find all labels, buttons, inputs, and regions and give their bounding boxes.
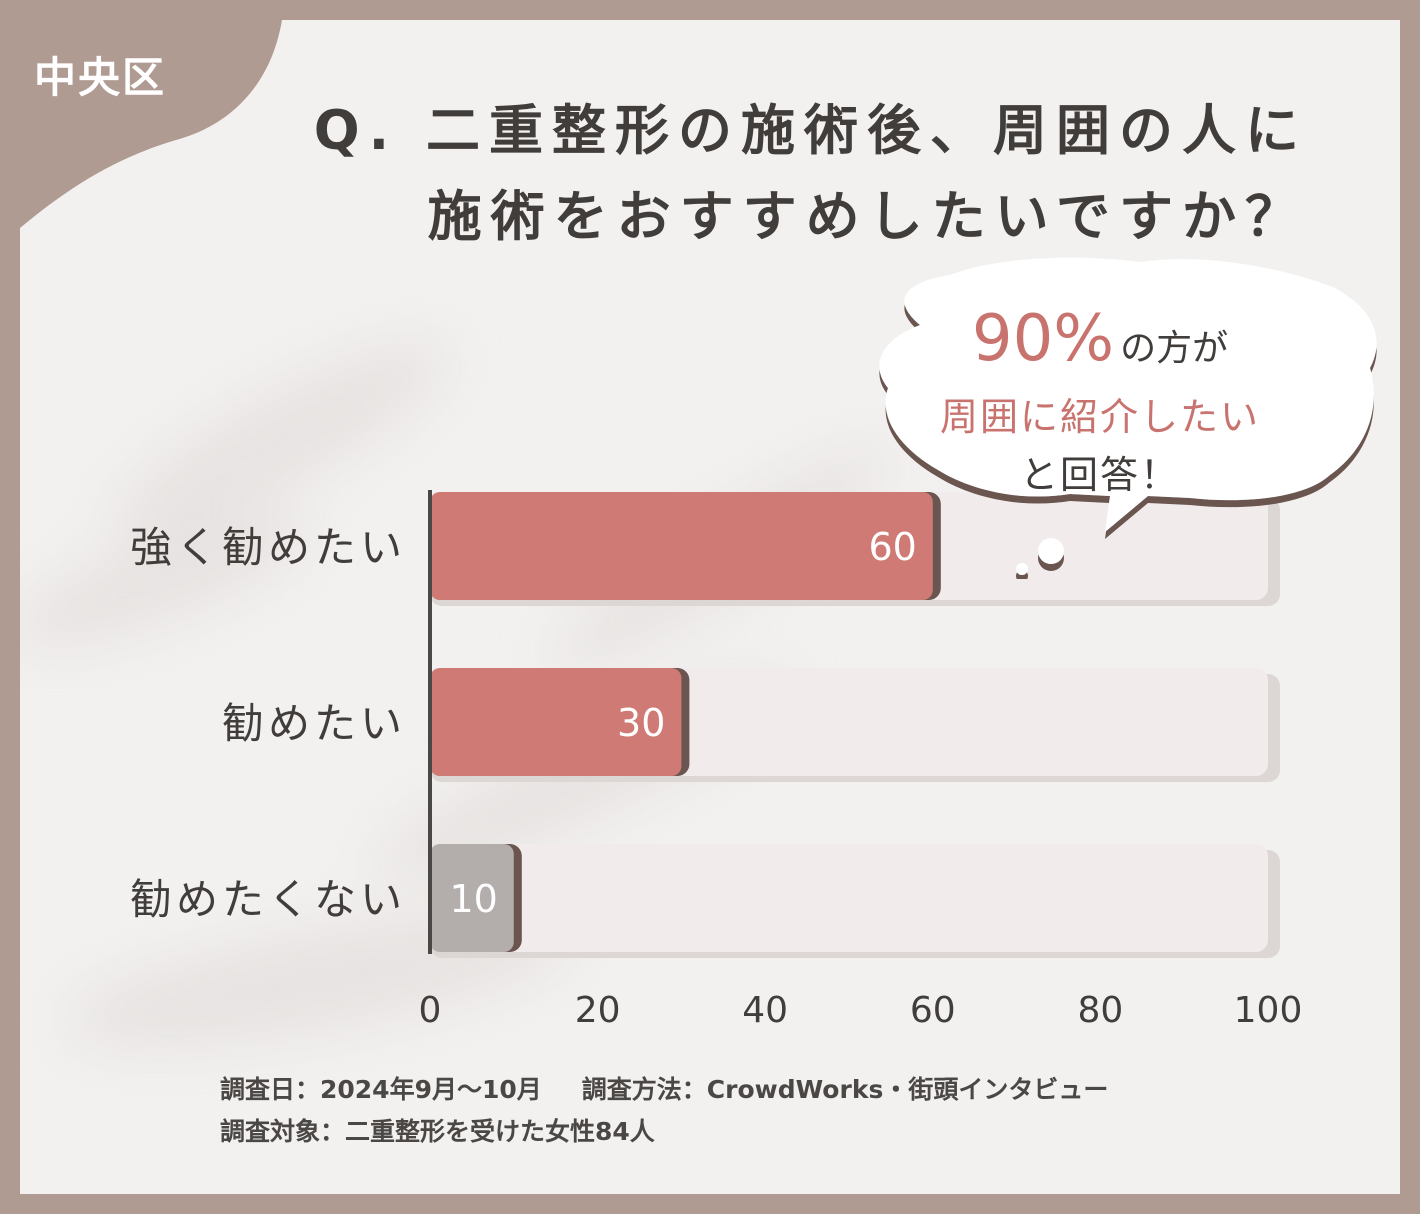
callout-line-3: と回答！ (1019, 453, 1180, 497)
bar-value-label: 10 (449, 877, 497, 921)
bar (430, 492, 933, 600)
bar-track (430, 844, 1268, 952)
question-title-line-1: Q. 二重整形の施術後、周囲の人に (313, 99, 1308, 162)
x-tick-label: 40 (742, 990, 788, 1031)
x-tick-label: 80 (1077, 990, 1123, 1031)
corner-decoration (20, 20, 282, 228)
question-title-line-2: 施術をおすすめしたいですか？ (427, 185, 1308, 248)
callout-percent: 90% (971, 302, 1115, 376)
callout-line-1: 90% の方が (900, 302, 1300, 376)
footnote-line-1: 調査日：2024年9月～10月 調査方法：CrowdWorks・街頭インタビュー (220, 1070, 1108, 1106)
bar (430, 668, 682, 776)
bar-value-label: 30 (617, 701, 665, 745)
callout-bubble (879, 257, 1377, 575)
callout-suffix: の方が (1120, 328, 1229, 369)
x-tick-label: 0 (419, 990, 442, 1031)
survey-method: 調査方法：CrowdWorks・街頭インタビュー (581, 1075, 1109, 1104)
bar-chart: 60 強く勧めたい 30 勧めたい 10 勧めたくない 0 20 40 60 80 100 (130, 257, 1377, 1031)
region-label: 中央区 (34, 53, 167, 102)
footnote-line-2: 調査対象：二重整形を受けた女性84人 (220, 1117, 655, 1146)
survey-date: 調査日：2024年9月～10月 (220, 1075, 542, 1104)
category-label: 勧めたい (222, 699, 406, 748)
category-label: 強く勧めたい (130, 523, 406, 572)
category-label: 勧めたくない (130, 875, 406, 924)
x-tick-label: 100 (1234, 990, 1303, 1031)
bar-value-label: 60 (868, 525, 916, 569)
bar (430, 844, 514, 952)
x-tick-label: 20 (575, 990, 621, 1031)
chart-card: 中央区 Q. 二重整形の施術後、周囲の人に 施術をおすすめしたいですか？ 60 強… (20, 20, 1400, 1194)
x-tick-label: 60 (910, 990, 956, 1031)
callout-line-2: 周囲に紹介したい (939, 395, 1260, 439)
